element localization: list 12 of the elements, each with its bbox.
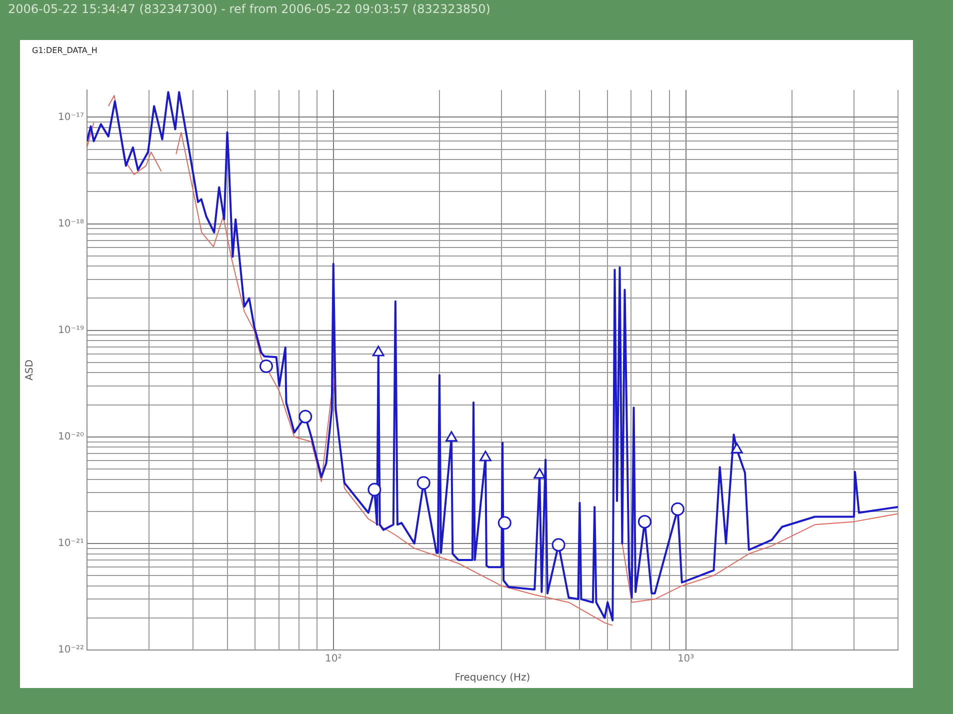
y-tick-label: 10⁻²⁰: [58, 431, 84, 442]
chart-title: 2006-05-22 15:34:47 (832347300) - ref from 2006-05-22 09:03:57 (832323850): [8, 2, 490, 16]
y-tick-label: 10⁻²¹: [58, 538, 84, 550]
y-axis-title: ASD: [24, 359, 36, 380]
y-tick-label: 10⁻¹⁹: [58, 324, 84, 336]
x-axis-title: Frequency (Hz): [454, 672, 530, 684]
y-tick-label: 10⁻¹⁷: [58, 112, 84, 123]
x-tick-label: 10³: [677, 654, 694, 665]
chart-subtitle: G1:DER_DATA_H: [32, 46, 98, 55]
y-tick-label: 10⁻¹⁸: [58, 218, 84, 230]
x-tick-label: 10²: [324, 654, 342, 665]
y-tick-label: 10⁻²²: [58, 644, 84, 656]
